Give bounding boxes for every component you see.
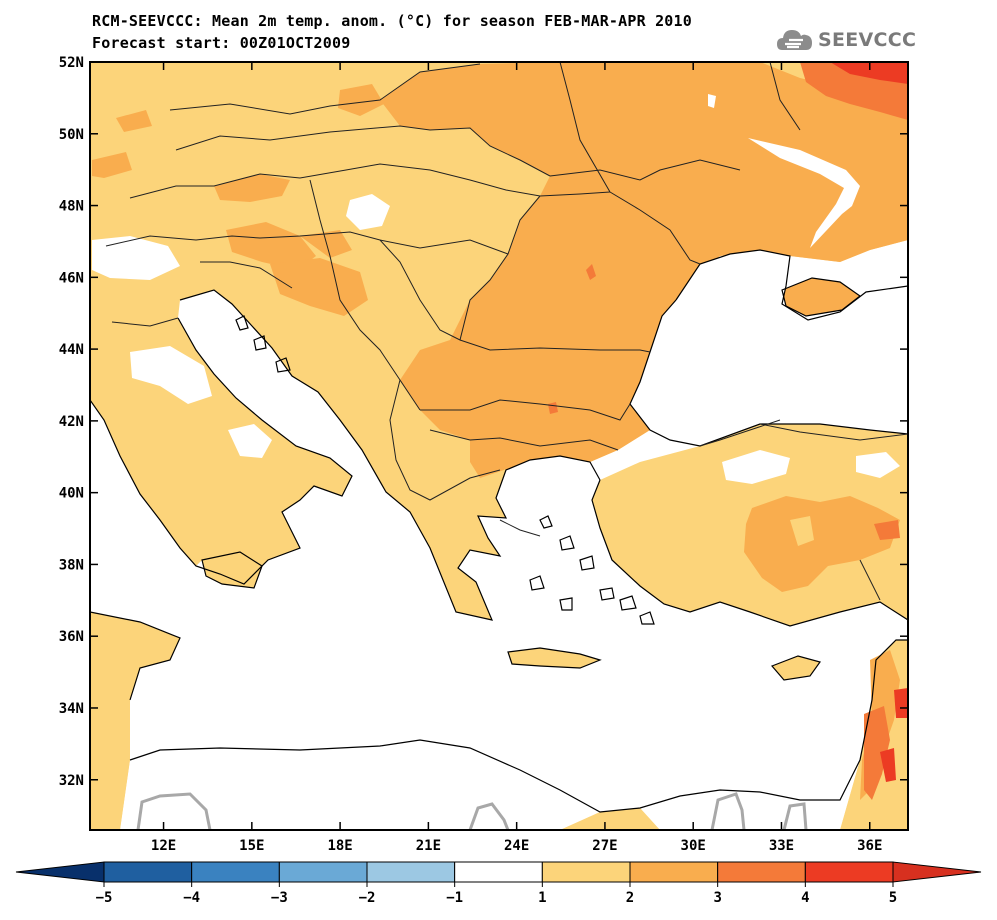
colorbar-bin [103, 861, 193, 883]
colorbar-bin [541, 861, 631, 883]
colorbar-bin [629, 861, 719, 883]
lat-tick-label: 48N [59, 199, 84, 215]
anomaly-band-neutral [92, 194, 900, 560]
colorbar-label: 2 [626, 890, 634, 906]
lon-tick-label: 30E [681, 838, 706, 854]
colorbar-bin [804, 861, 894, 883]
colorbar-label: 5 [889, 890, 897, 906]
lon-tick-label: 24E [504, 838, 529, 854]
lat-tick-label: 40N [59, 486, 84, 502]
lat-tick-label: 44N [59, 342, 84, 358]
sea-areas [90, 250, 908, 830]
lat-tick-label: 52N [59, 55, 84, 71]
colorbar-label: −1 [446, 890, 463, 906]
coastlines [90, 249, 908, 813]
lon-tick-label: 36E [857, 838, 882, 854]
lat-tick-label: 36N [59, 629, 84, 645]
zero-contours [136, 792, 808, 830]
islands [202, 552, 820, 680]
neutral-spot [708, 94, 716, 108]
lon-tick-label: 21E [416, 838, 441, 854]
colorbar-label: 1 [538, 890, 546, 906]
colorbar-below-triangle [15, 861, 105, 883]
neutral-streak [748, 138, 860, 248]
forecast-start-label: Forecast start: 00Z01OCT2009 [92, 34, 351, 52]
colorbar-bin [191, 861, 280, 883]
country-borders [105, 62, 908, 601]
lon-tick-label: 12E [151, 838, 176, 854]
lon-tick-label: 15E [239, 838, 264, 854]
seevccc-logo: SEEVCCC [776, 26, 916, 54]
colorbar-label: −4 [183, 890, 200, 906]
map-area [90, 62, 908, 830]
colorbar-label: 4 [801, 890, 809, 906]
lat-tick-label: 50N [59, 127, 84, 143]
lat-tick-label: 46N [59, 270, 84, 286]
logo-text: SEEVCCC [818, 29, 917, 51]
colorbar: −5 −4 −3 −2 −1 1 2 3 4 5 [15, 861, 982, 906]
colorbar-label: −3 [271, 890, 288, 906]
lon-tick-label: 33E [769, 838, 794, 854]
map-frame [89, 61, 909, 831]
colorbar-label: 3 [713, 890, 721, 906]
lat-tick-label: 34N [59, 701, 84, 717]
lon-tick-label: 18E [327, 838, 352, 854]
anomaly-band-neutral-2 [790, 516, 814, 546]
colorbar-bin [278, 861, 368, 883]
lat-tick-label: 32N [59, 773, 84, 789]
axis-ticks: 12E 15E 18E 21E 24E 27E 30E 33E 36E 52N 50N 48N 46N 4… [59, 55, 908, 854]
colorbar-bin [717, 861, 806, 883]
map-title: RCM-SEEVCCC: Mean 2m temp. anom. (°C) fo… [92, 12, 692, 30]
colorbar-label: −5 [96, 890, 113, 906]
lat-tick-label: 38N [59, 557, 84, 573]
colorbar-above-triangle [892, 861, 982, 883]
lon-tick-label: 27E [592, 838, 617, 854]
lat-tick-label: 42N [59, 414, 84, 430]
colorbar-label: −2 [359, 890, 376, 906]
cloud-logo-icon [777, 30, 812, 50]
anomaly-band-2-3 [92, 62, 908, 800]
colorbar-bin [454, 861, 543, 883]
colorbar-bin [366, 861, 456, 883]
